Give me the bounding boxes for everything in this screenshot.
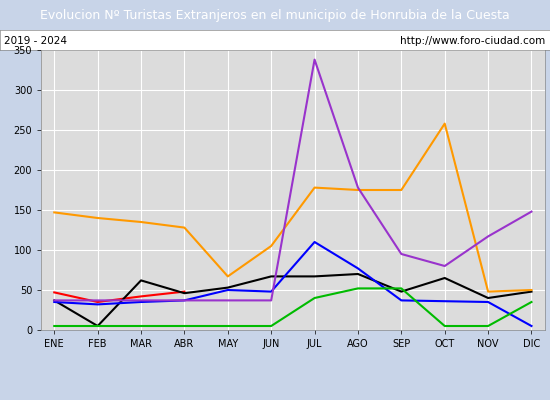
Text: http://www.foro-ciudad.com: http://www.foro-ciudad.com (400, 36, 546, 46)
Text: 2019 - 2024: 2019 - 2024 (4, 36, 68, 46)
Text: Evolucion Nº Turistas Extranjeros en el municipio de Honrubia de la Cuesta: Evolucion Nº Turistas Extranjeros en el … (40, 8, 510, 22)
